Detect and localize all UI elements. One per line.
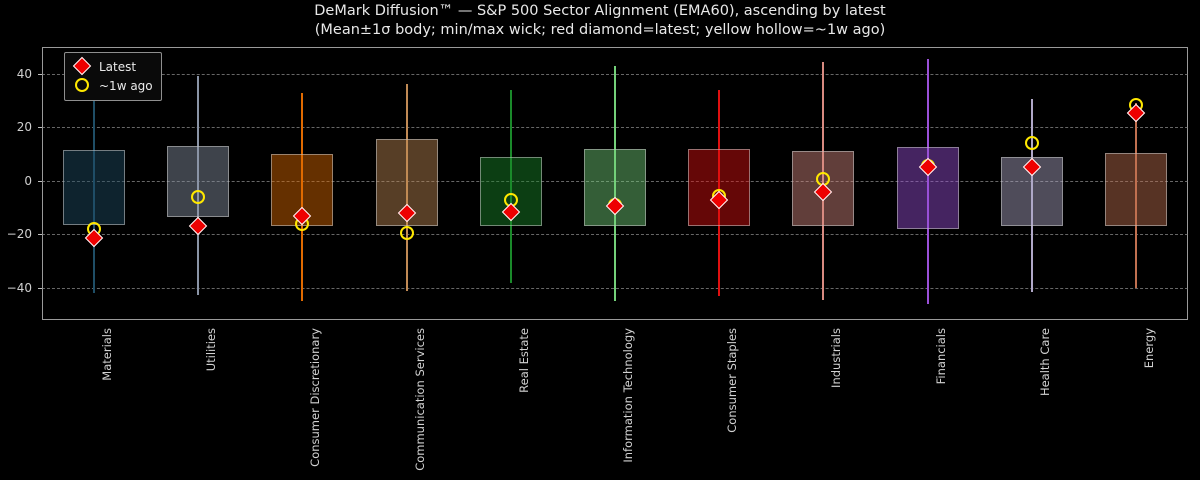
x-tick-label: Industrials bbox=[829, 328, 844, 388]
one-week-ago-marker[interactable] bbox=[1024, 136, 1039, 151]
x-tick-label: Consumer Discretionary bbox=[308, 328, 323, 467]
y-tick-mark bbox=[38, 234, 42, 236]
sector-wick bbox=[197, 76, 200, 295]
y-tick-mark bbox=[38, 287, 42, 289]
red-diamond-icon bbox=[71, 56, 93, 76]
sector-wick bbox=[1134, 103, 1137, 288]
chart-title: DeMark Diffusion™ — S&P 500 Sector Align… bbox=[314, 3, 886, 38]
sector-wick bbox=[509, 89, 512, 283]
legend-item[interactable]: ~1w ago bbox=[71, 76, 153, 95]
sector-wick bbox=[1030, 99, 1033, 292]
sector-body[interactable] bbox=[167, 146, 230, 217]
sector-body[interactable] bbox=[375, 139, 438, 227]
y-tick-label: −20 bbox=[6, 227, 32, 242]
y-tick-mark bbox=[38, 127, 42, 129]
yellow-hollow-circle-icon bbox=[71, 76, 93, 95]
y-tick-label: 20 bbox=[16, 120, 32, 135]
sector-wick bbox=[405, 84, 408, 291]
sector-wick bbox=[926, 59, 929, 304]
sector-wick bbox=[93, 79, 96, 294]
x-tick-label: Financials bbox=[933, 328, 948, 385]
y-tick-mark bbox=[38, 180, 42, 182]
x-tick-label: Real Estate bbox=[516, 328, 531, 393]
x-tick-label: Materials bbox=[100, 328, 115, 381]
x-tick-label: Communication Services bbox=[412, 328, 427, 471]
legend-item[interactable]: Latest bbox=[71, 56, 153, 76]
x-tick-label: Consumer Staples bbox=[725, 328, 740, 433]
y-tick-label: 40 bbox=[16, 66, 32, 81]
legend-label: Latest bbox=[99, 59, 137, 74]
x-tick-label: Health Care bbox=[1037, 328, 1052, 397]
x-tick-label: Information Technology bbox=[621, 328, 635, 463]
plot-area bbox=[42, 47, 1188, 320]
y-tick-label: 0 bbox=[24, 173, 32, 188]
legend-label: ~1w ago bbox=[99, 78, 153, 93]
x-tick-label: Energy bbox=[1141, 328, 1156, 369]
sector-body[interactable] bbox=[1104, 152, 1167, 227]
sector-wick bbox=[301, 92, 304, 302]
sector-wick bbox=[614, 65, 616, 302]
sector-body[interactable] bbox=[63, 150, 126, 225]
y-tick-label: −40 bbox=[6, 280, 32, 295]
chart-legend: Latest ~1w ago bbox=[64, 52, 162, 101]
y-tick-mark bbox=[38, 73, 42, 75]
x-tick-label: Utilities bbox=[204, 328, 219, 372]
sector-body[interactable] bbox=[688, 148, 751, 227]
one-week-ago-marker[interactable] bbox=[191, 189, 206, 204]
one-week-ago-marker[interactable] bbox=[399, 226, 414, 240]
